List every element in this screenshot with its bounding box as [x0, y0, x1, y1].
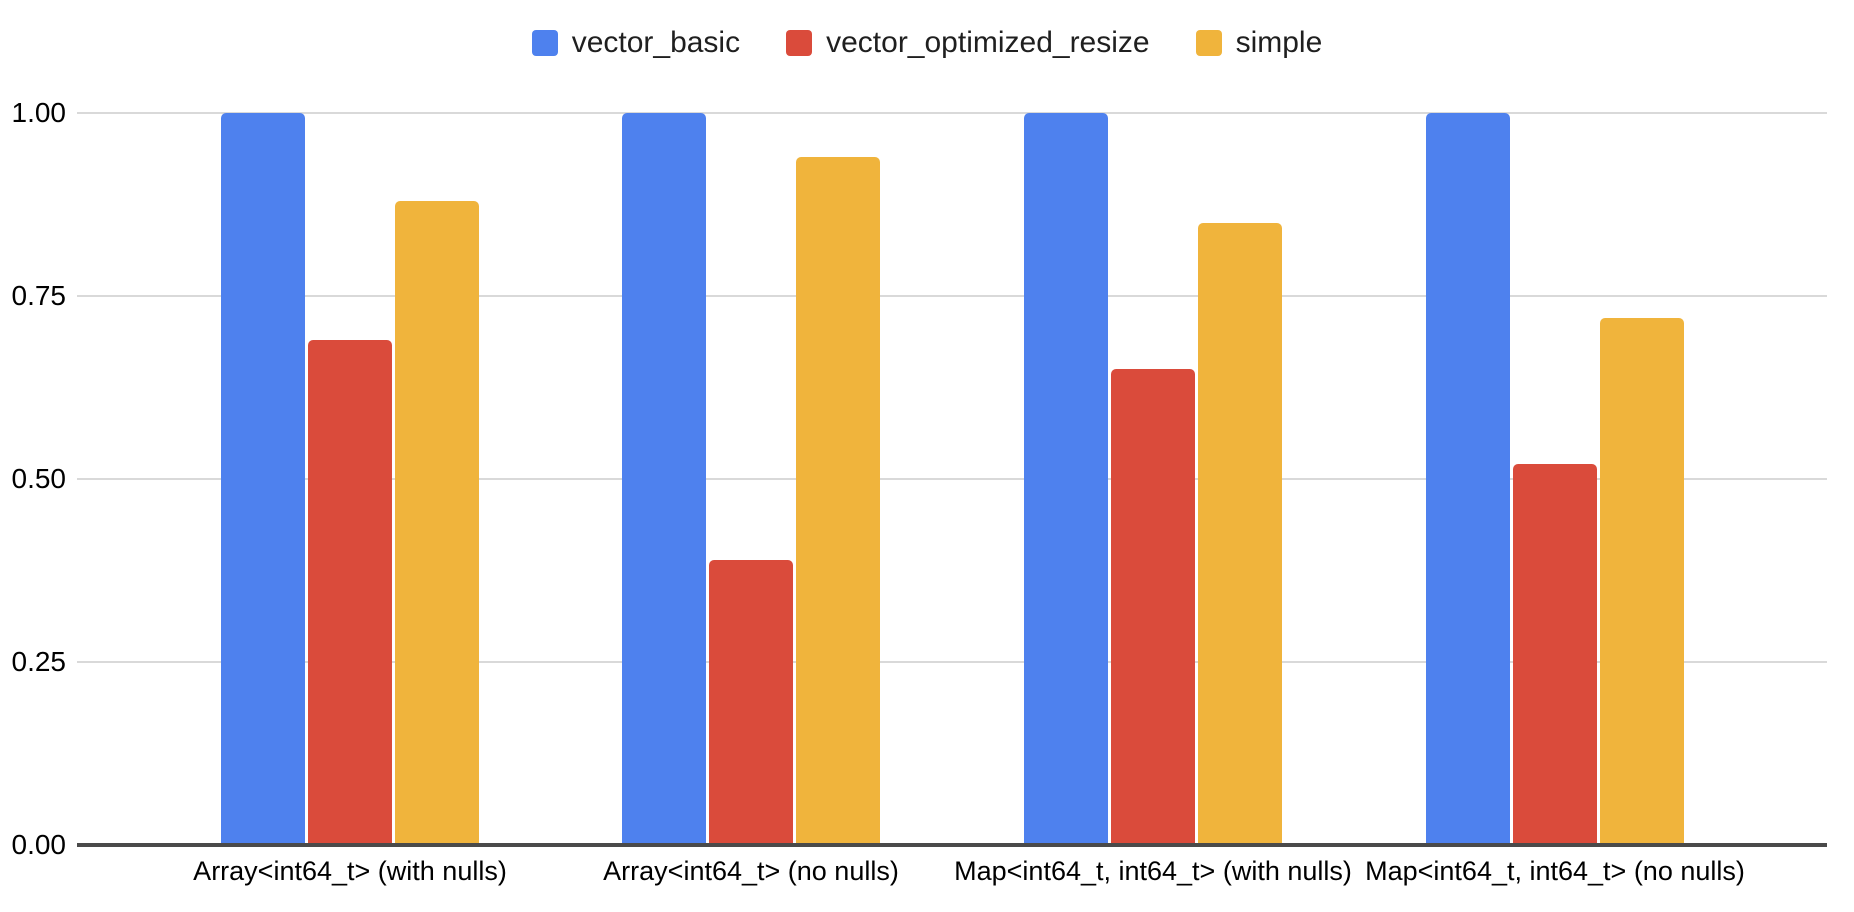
y-axis-tick-label: 0.50	[11, 463, 67, 494]
bar-simple-group3[interactable]	[1198, 223, 1282, 845]
legend-item-vector_basic[interactable]: vector_basic	[531, 26, 741, 60]
x-axis-tick-label: Map<int64_t, int64_t> (with nulls)	[954, 856, 1352, 886]
gridline	[77, 295, 1827, 297]
legend-item-simple[interactable]: simple	[1195, 26, 1323, 60]
gridline	[77, 478, 1827, 480]
y-axis-tick-label: 0.00	[11, 829, 67, 860]
gridline	[77, 661, 1827, 663]
gridline	[77, 112, 1827, 114]
chart-legend: vector_basic vector_optimized_resize simpl…	[0, 26, 1854, 60]
legend-swatch-icon	[531, 30, 558, 56]
bar-vector_basic-group3[interactable]	[1024, 113, 1108, 845]
legend-swatch-icon	[1195, 30, 1222, 56]
bar-vector_basic-group1[interactable]	[221, 113, 305, 845]
bar-vector_optimized_resize-group2[interactable]	[709, 560, 793, 845]
bar-vector_optimized_resize-group4[interactable]	[1513, 464, 1597, 845]
legend-item-label: vector_optimized_resize	[826, 26, 1150, 59]
legend-item-label: vector_basic	[571, 26, 741, 59]
bar-simple-group2[interactable]	[796, 157, 880, 845]
legend-item-label: simple	[1235, 26, 1323, 59]
bar-vector_optimized_resize-group3[interactable]	[1111, 369, 1195, 845]
y-axis-tick-label: 0.75	[11, 280, 67, 311]
bar-simple-group1[interactable]	[395, 201, 479, 845]
legend-swatch-icon	[786, 30, 813, 56]
bar-vector_optimized_resize-group1[interactable]	[308, 340, 392, 845]
legend-item-vector_optimized_resize[interactable]: vector_optimized_resize	[786, 26, 1150, 60]
bar-vector_basic-group4[interactable]	[1426, 113, 1510, 845]
x-axis-line	[77, 843, 1827, 847]
bar-simple-group4[interactable]	[1600, 318, 1684, 845]
x-axis-tick-label: Array<int64_t> (with nulls)	[193, 856, 507, 886]
bar-vector_basic-group2[interactable]	[622, 113, 706, 845]
y-axis-tick-label: 0.25	[11, 646, 67, 677]
x-axis-tick-label: Map<int64_t, int64_t> (no nulls)	[1365, 856, 1745, 886]
x-axis-tick-label: Array<int64_t> (no nulls)	[603, 856, 899, 886]
y-axis-tick-label: 1.00	[11, 97, 67, 128]
